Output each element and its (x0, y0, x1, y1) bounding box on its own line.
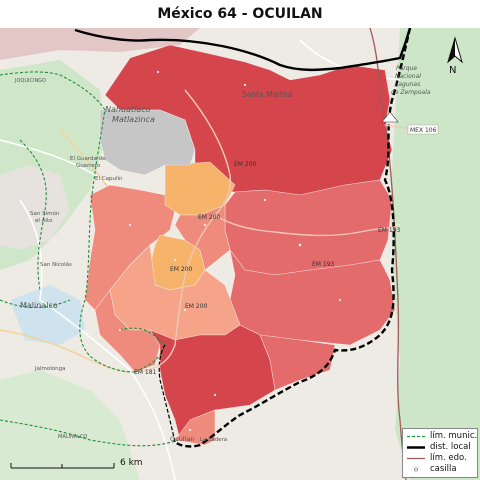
casilla-markers (118, 70, 342, 432)
map-title: México 64 - OCUILAN (0, 0, 480, 28)
section-south (149, 324, 276, 441)
label-parque-line1: Parque (396, 65, 417, 72)
section-east (224, 179, 393, 276)
label-road-em200-a: EM 200 (234, 161, 257, 168)
triangle-marker-icon (381, 111, 399, 123)
map-legend: lím. munic. dist. local lím. edo. casill… (402, 428, 478, 478)
legend-district-label: dist. local (430, 442, 471, 452)
label-parque-line4: de Zempoala (391, 89, 431, 96)
electoral-sections (84, 44, 396, 446)
legend-municipal-symbol (407, 435, 425, 438)
label-matlazinca: Matlazinca (112, 115, 155, 124)
legend-item-district: dist. local (406, 442, 478, 453)
section-far-south (174, 409, 216, 446)
north-arrow-icon (447, 36, 463, 64)
label-el-guarda-line1: El Guarda de (70, 156, 106, 162)
label-road-em193-b: EM 193 (312, 261, 335, 268)
district-boundary-east (174, 28, 412, 448)
label-malinalco: Malinalco (20, 301, 58, 310)
district-boundary-south-west (158, 344, 176, 443)
legend-municipal-label: lím. munic. (430, 431, 478, 441)
north-arrow-label: N (449, 65, 457, 76)
label-parque-line3: Lagunas (395, 81, 420, 88)
label-el-capulin: El Capulín (95, 175, 123, 182)
label-nahuatlaco: Nahuatlaco (105, 105, 151, 114)
legend-state-symbol (407, 457, 425, 460)
label-road-em181: EM 181 (134, 369, 157, 376)
label-ocuilan: Ocuilan (170, 435, 195, 443)
label-santa-martha: Santa Martha (242, 90, 292, 99)
section-gray-excluded (99, 109, 196, 176)
state-boundary-line (369, 28, 407, 480)
map-canvas: JOQUICINGO Nahuatlaco Matlazinca Santa M… (0, 28, 480, 480)
legend-item-state: lím. edo. (406, 453, 478, 464)
legend-casilla-symbol (414, 467, 418, 472)
urban-area-malinalco (10, 285, 85, 345)
terrain-area-west (0, 165, 70, 250)
label-san-simon-line2: el Alto (35, 218, 53, 224)
section-center-east (174, 204, 231, 271)
urban-area-north (0, 28, 200, 60)
label-road-em200-b: EM 200 (198, 214, 221, 221)
label-san-simon-line1: San Simón (30, 210, 60, 217)
north-arrow: N (440, 36, 470, 80)
district-boundary-north (74, 28, 412, 72)
forest-area-east (390, 28, 480, 480)
label-road-mex106: MEX 106 (410, 127, 437, 134)
scale-bar-label: 6 km (120, 458, 143, 468)
legend-state-label: lím. edo. (430, 453, 467, 463)
label-road-em193-a: EM 193 (378, 227, 401, 234)
label-san-nicolas: San Nicolás (40, 261, 72, 268)
label-la-ladera: La Ladera (200, 437, 227, 443)
label-joquicingo: JOQUICINGO (14, 78, 46, 84)
legend-district-symbol (407, 446, 425, 449)
scale-bar-graphic (10, 463, 115, 469)
legend-item-casilla: casilla (406, 464, 478, 475)
scale-bar: 6 km (10, 458, 150, 474)
forest-area-southwest (0, 370, 140, 480)
label-road-em200-d: EM 200 (185, 303, 208, 310)
label-malinalco-municipality: MALINALCO (58, 434, 87, 440)
label-parque-line2: Nacional (395, 73, 421, 80)
legend-casilla-label: casilla (430, 464, 457, 474)
legend-item-municipal: lím. munic. (406, 431, 478, 442)
label-road-em200-c: EM 200 (170, 266, 193, 273)
road-shield-mex106 (407, 124, 439, 135)
label-jalmolonga: Jalmolonga (34, 366, 65, 372)
label-el-guarda-line2: Guerrero (76, 163, 101, 169)
